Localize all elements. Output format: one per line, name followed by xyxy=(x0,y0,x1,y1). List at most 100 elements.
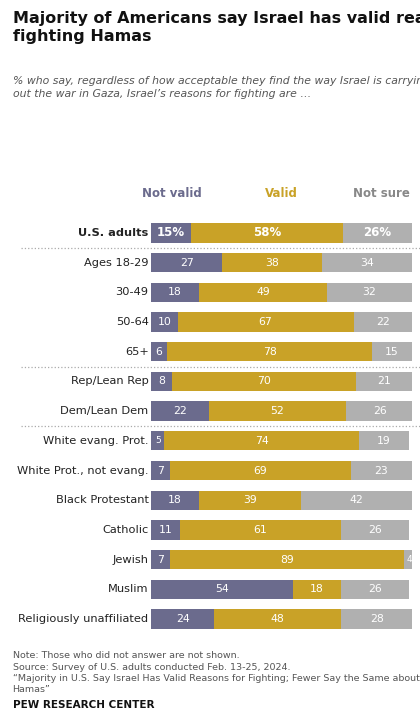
Bar xyxy=(167,342,372,362)
Bar xyxy=(151,490,199,510)
Bar xyxy=(293,580,341,599)
Text: 27: 27 xyxy=(180,258,194,268)
Bar xyxy=(322,253,412,272)
Bar xyxy=(191,223,343,243)
Bar xyxy=(151,223,191,243)
Text: 39: 39 xyxy=(243,495,257,505)
Bar xyxy=(356,372,412,391)
Text: 7: 7 xyxy=(157,554,164,565)
Bar xyxy=(151,431,164,451)
Text: 21: 21 xyxy=(377,376,391,386)
Bar xyxy=(341,580,409,599)
Bar xyxy=(359,431,409,451)
Text: 8: 8 xyxy=(158,376,165,386)
Text: 69: 69 xyxy=(254,466,267,476)
Text: 7: 7 xyxy=(157,466,164,476)
Text: 50-64: 50-64 xyxy=(116,317,149,327)
Text: 65+: 65+ xyxy=(125,347,149,357)
Text: White evang. Prot.: White evang. Prot. xyxy=(43,436,149,445)
Bar xyxy=(151,342,167,362)
Text: Source: Survey of U.S. adults conducted Feb. 13-25, 2024.: Source: Survey of U.S. adults conducted … xyxy=(13,663,290,671)
Text: 74: 74 xyxy=(255,436,268,445)
Bar xyxy=(170,461,351,480)
Text: 23: 23 xyxy=(375,466,388,476)
Text: Rep/Lean Rep: Rep/Lean Rep xyxy=(71,376,149,386)
Text: 15%: 15% xyxy=(157,227,185,240)
Bar xyxy=(172,372,356,391)
Bar xyxy=(209,401,346,421)
Bar xyxy=(222,253,322,272)
Bar xyxy=(404,550,414,569)
Bar xyxy=(151,313,178,331)
Text: 18: 18 xyxy=(168,495,182,505)
Text: 49: 49 xyxy=(256,287,270,297)
Bar xyxy=(199,490,301,510)
Text: 58%: 58% xyxy=(253,227,281,240)
Text: 42: 42 xyxy=(349,495,363,505)
Bar xyxy=(151,580,293,599)
Text: 32: 32 xyxy=(362,287,376,297)
Bar xyxy=(301,490,412,510)
Text: Black Protestant: Black Protestant xyxy=(55,495,149,505)
Text: 48: 48 xyxy=(270,614,284,624)
Bar xyxy=(151,550,170,569)
Bar xyxy=(341,521,409,539)
Bar xyxy=(170,550,404,569)
Text: Not sure: Not sure xyxy=(353,187,410,200)
Text: 26: 26 xyxy=(373,406,387,416)
Bar xyxy=(151,283,199,302)
Text: 26%: 26% xyxy=(363,227,391,240)
Bar xyxy=(341,609,414,629)
Text: 70: 70 xyxy=(257,376,271,386)
Bar xyxy=(346,401,414,421)
Bar xyxy=(180,521,341,539)
Text: 22: 22 xyxy=(173,406,187,416)
Bar xyxy=(351,461,412,480)
Text: Dem/Lean Dem: Dem/Lean Dem xyxy=(60,406,149,416)
Bar xyxy=(151,253,222,272)
Text: PEW RESEARCH CENTER: PEW RESEARCH CENTER xyxy=(13,700,154,710)
Bar xyxy=(151,461,170,480)
Text: 52: 52 xyxy=(270,406,284,416)
Text: 89: 89 xyxy=(280,554,294,565)
Bar xyxy=(151,521,180,539)
Text: 4: 4 xyxy=(406,555,412,564)
Text: Muslim: Muslim xyxy=(108,584,149,594)
Bar xyxy=(214,609,341,629)
Text: Majority of Americans say Israel has valid reasons for
fighting Hamas: Majority of Americans say Israel has val… xyxy=(13,11,420,45)
Bar xyxy=(151,401,209,421)
Text: 26: 26 xyxy=(368,525,382,535)
Text: Ages 18-29: Ages 18-29 xyxy=(84,258,149,268)
Bar xyxy=(199,283,328,302)
Text: Valid: Valid xyxy=(265,187,298,200)
Text: 38: 38 xyxy=(265,258,279,268)
Text: “Majority in U.S. Say Israel Has Valid Reasons for Fighting; Fewer Say the Same : “Majority in U.S. Say Israel Has Valid R… xyxy=(13,674,420,695)
Text: Religiously unaffiliated: Religiously unaffiliated xyxy=(18,614,149,624)
Bar xyxy=(151,372,172,391)
Text: 67: 67 xyxy=(259,317,273,327)
Text: Not valid: Not valid xyxy=(142,187,202,200)
Bar xyxy=(372,342,412,362)
Text: 34: 34 xyxy=(360,258,374,268)
Text: % who say, regardless of how acceptable they find the way Israel is carrying
out: % who say, regardless of how acceptable … xyxy=(13,76,420,99)
Text: Note: Those who did not answer are not shown.: Note: Those who did not answer are not s… xyxy=(13,651,239,660)
Bar xyxy=(178,313,354,331)
Bar xyxy=(151,609,214,629)
Bar xyxy=(164,431,359,451)
Text: 11: 11 xyxy=(159,525,173,535)
Text: 15: 15 xyxy=(385,347,399,357)
Text: 78: 78 xyxy=(262,347,276,357)
Text: 54: 54 xyxy=(215,584,229,594)
Text: White Prot., not evang.: White Prot., not evang. xyxy=(17,466,149,476)
Text: 18: 18 xyxy=(310,584,324,594)
Bar xyxy=(354,313,412,331)
Text: 10: 10 xyxy=(158,317,171,327)
Text: 24: 24 xyxy=(176,614,190,624)
Text: U.S. adults: U.S. adults xyxy=(78,228,149,238)
Text: 19: 19 xyxy=(377,436,391,445)
Text: Jewish: Jewish xyxy=(113,554,149,565)
Text: 22: 22 xyxy=(376,317,389,327)
Bar xyxy=(343,223,412,243)
Text: 28: 28 xyxy=(370,614,384,624)
Bar xyxy=(328,283,412,302)
